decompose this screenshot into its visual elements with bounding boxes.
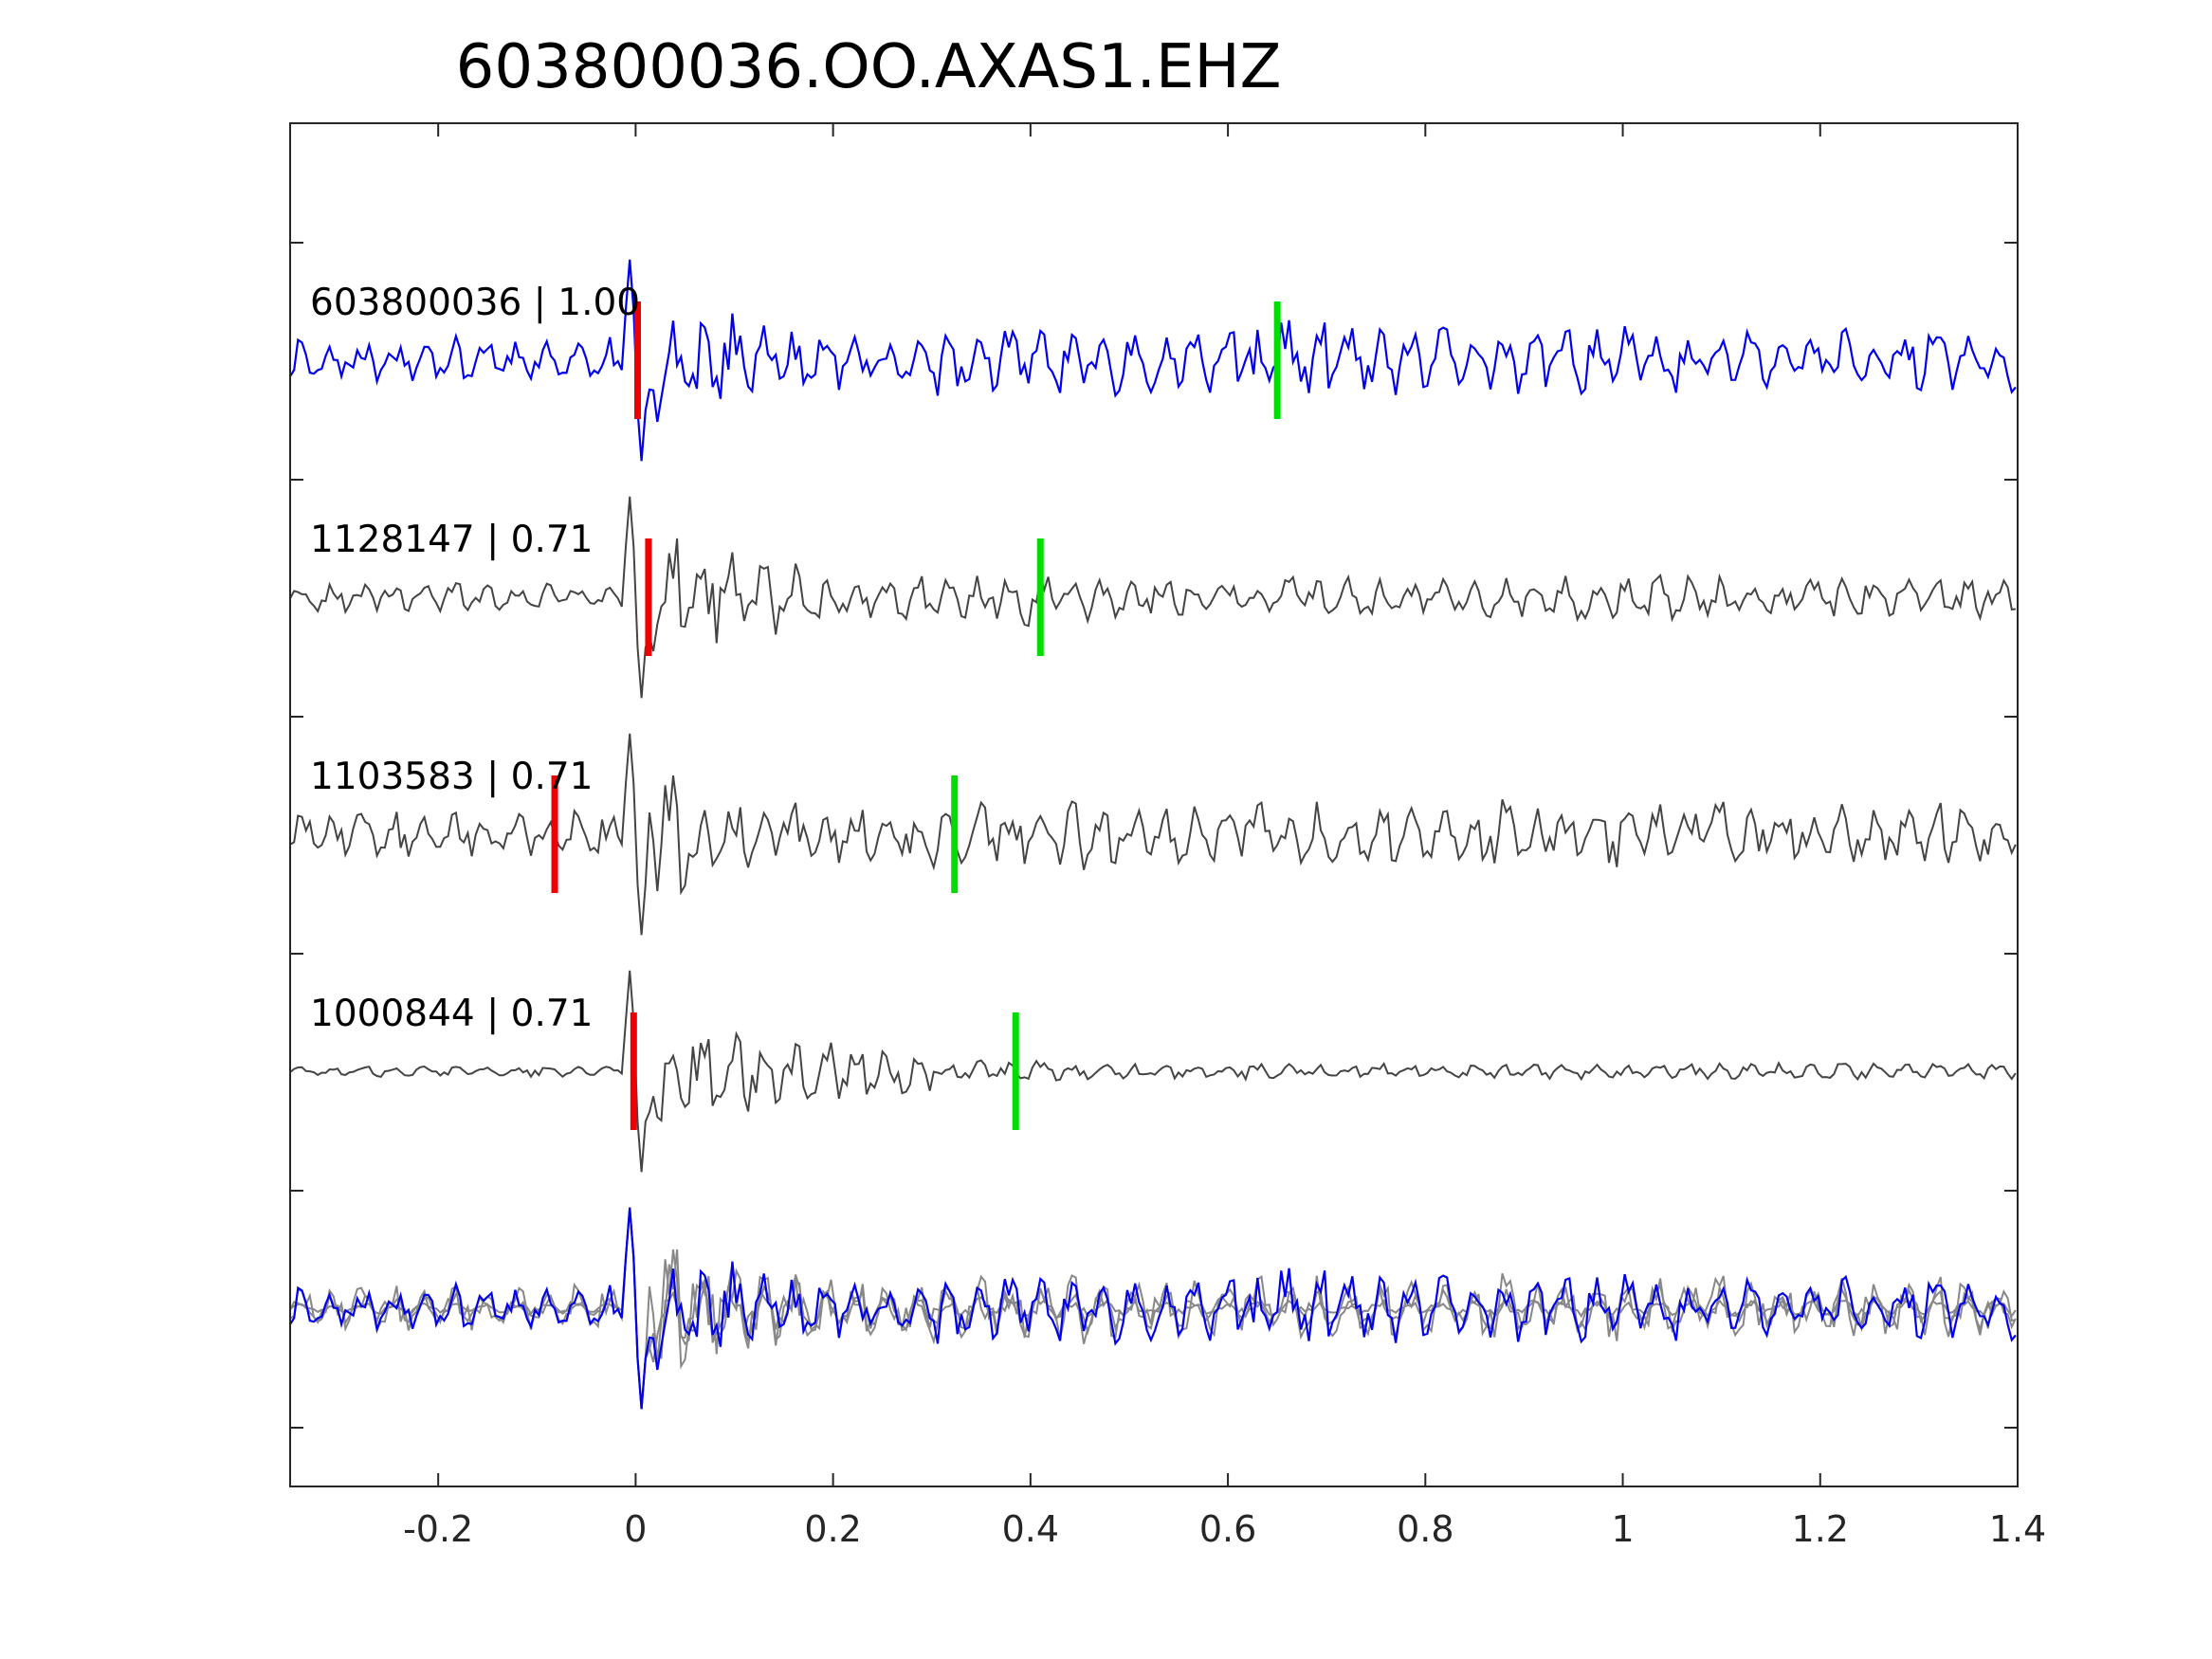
picks-group xyxy=(551,301,1281,1130)
waveform-trace-3 xyxy=(289,733,2017,936)
waveform-trace-2 xyxy=(289,496,2016,699)
x-tick-label: 0.8 xyxy=(1397,1508,1453,1550)
trace-label-2: 1128147 | 0.71 xyxy=(310,519,593,561)
trace-labels-group: 603800036 | 1.00 1128147 | 0.71 1103583 | … xyxy=(310,282,640,1035)
axes-group: -0.2 0 0.2 0.4 0.6 0.8 1 1.2 1.4 xyxy=(289,122,2046,1550)
x-tick-label: 1.2 xyxy=(1792,1508,1849,1550)
waveform-trace-4 xyxy=(289,970,2017,1173)
x-tick-label: 0 xyxy=(624,1508,647,1550)
x-tick-label: 0.6 xyxy=(1199,1508,1256,1550)
x-tick-label: 1.4 xyxy=(1989,1508,2046,1550)
x-tick-label: 1 xyxy=(1611,1508,1634,1550)
x-tick-label: -0.2 xyxy=(403,1508,473,1550)
traces-group xyxy=(289,259,2017,1410)
trace-label-1: 603800036 | 1.00 xyxy=(310,282,640,324)
stacked-trace-2 xyxy=(289,1207,2016,1410)
x-tick-label: 0.2 xyxy=(804,1508,861,1550)
plot-frame xyxy=(289,122,2019,1487)
trace-label-4: 1000844 | 0.71 xyxy=(310,993,593,1035)
waveform-trace-1 xyxy=(289,259,2017,462)
chart-title: 603800036.OO.AXAS1.EHZ xyxy=(456,32,1282,102)
trace-label-3: 1103583 | 0.71 xyxy=(310,756,593,798)
x-tick-label: 0.4 xyxy=(1002,1508,1059,1550)
stacked-trace-1 xyxy=(289,1207,2017,1410)
